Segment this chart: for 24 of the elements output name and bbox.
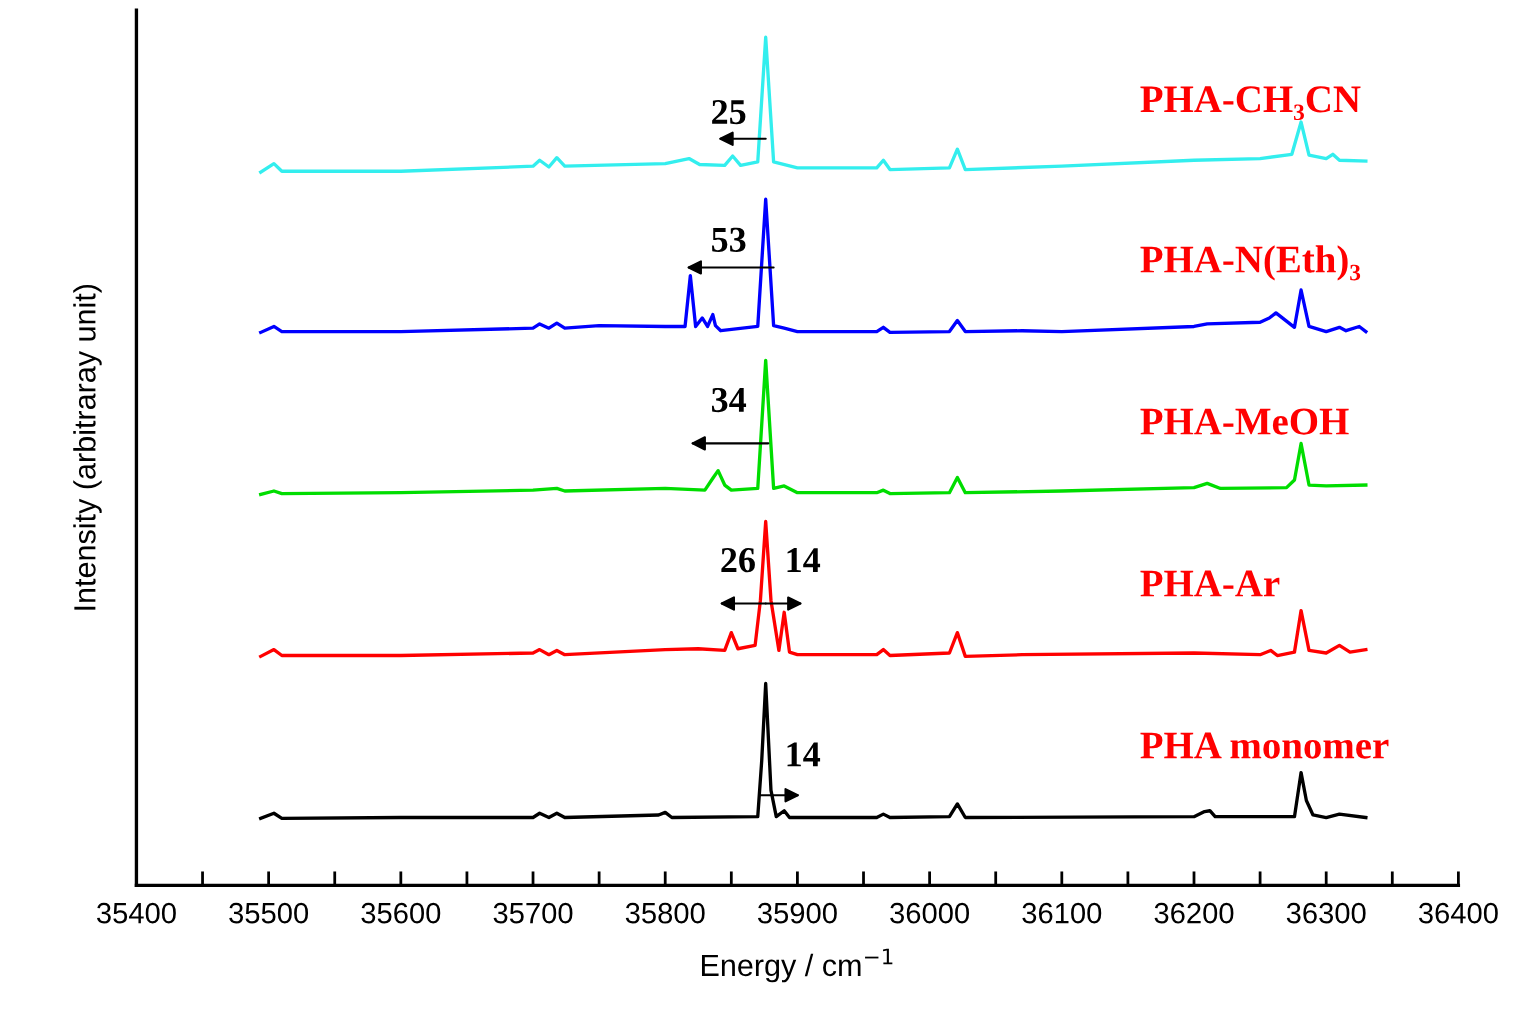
x-tick-label: 35900 (757, 902, 837, 924)
x-tick-label: 36400 (1418, 902, 1498, 924)
x-tick-label: 35600 (361, 902, 441, 924)
x-tick-label: 36100 (1022, 902, 1102, 924)
x-tick-label: 36300 (1286, 902, 1366, 924)
annotation: 53 (712, 227, 746, 252)
series-label: PHA-N(Eth)₃ (1140, 245, 1361, 281)
y-axis-title: Intensity (arbitraray unit) (73, 284, 102, 610)
series-label: PHA-CH₃CN (1140, 86, 1361, 121)
annotation: 26 (721, 548, 755, 573)
x-tick-label: 36000 (890, 902, 970, 924)
x-tick-label: 35500 (229, 902, 309, 924)
series-label: PHA-MeOH (1140, 408, 1349, 435)
x-axis-title: Energy / cm$^{−1}$ (701, 948, 893, 983)
x-tick-label: 35400 (97, 902, 176, 924)
x-tick-label: 35700 (493, 902, 573, 924)
series-label: PHA monomer (1140, 732, 1389, 759)
x-tick-label: 36200 (1154, 902, 1234, 924)
annotation: 14 (787, 548, 821, 572)
series-label: PHA-Ar (1140, 570, 1280, 597)
annotation: 25 (712, 99, 746, 125)
x-tick-label: 35800 (625, 902, 705, 924)
annotation: 34 (711, 387, 747, 413)
annotation: 14 (787, 742, 821, 767)
